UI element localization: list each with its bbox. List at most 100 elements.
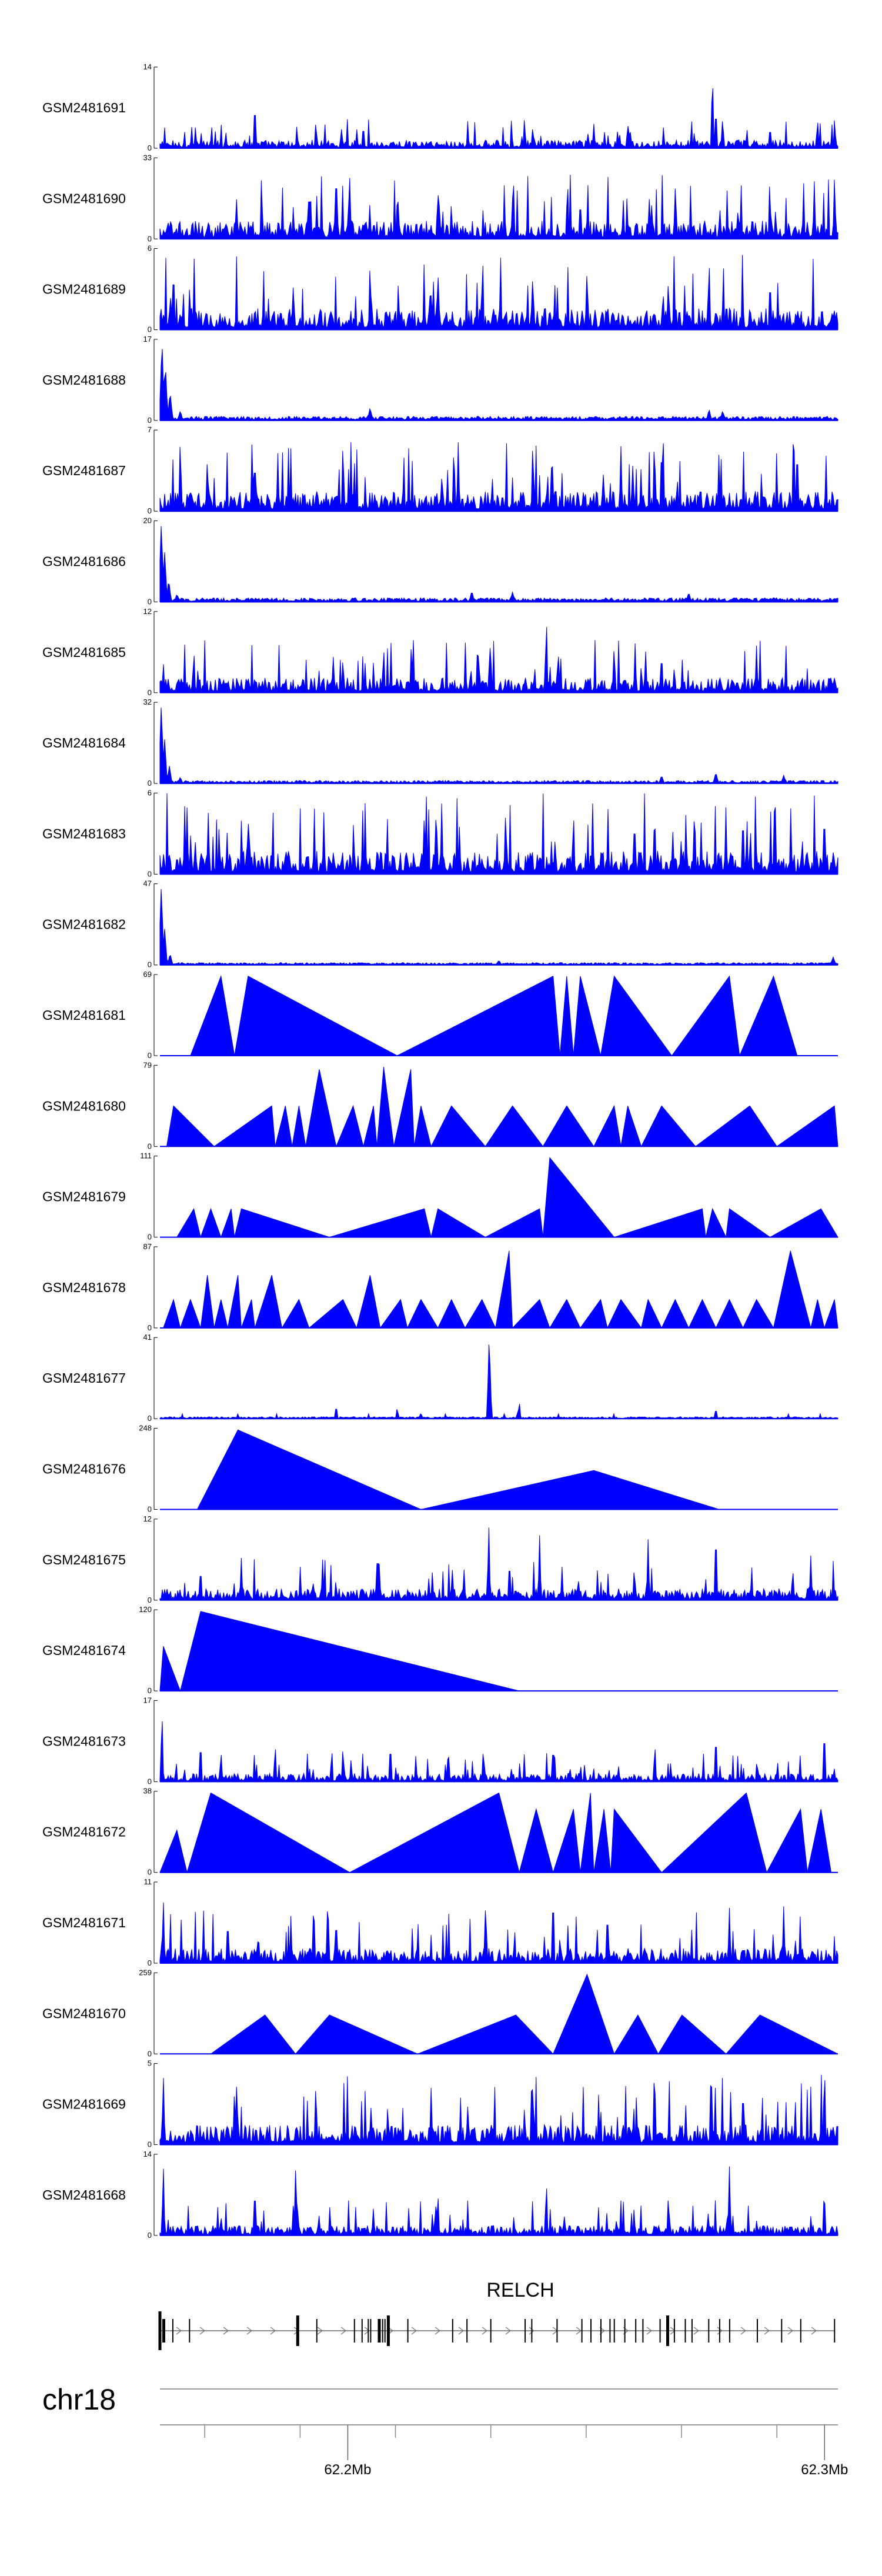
- track-ymin-label: 0: [148, 1233, 152, 1242]
- track-ymin-label: 0: [148, 506, 152, 515]
- track-ymin-label: 0: [148, 1596, 152, 1604]
- gene-exon: [382, 2319, 383, 2343]
- signal-area: [159, 708, 838, 784]
- track-label: GSM2481684: [42, 735, 126, 750]
- track-gsm2481672: GSM2481672 38 0: [42, 1787, 838, 1877]
- gene-exon: [407, 2319, 409, 2343]
- strand-arrow: [576, 2327, 582, 2335]
- track-label: GSM2481673: [42, 1733, 126, 1749]
- track-label: GSM2481680: [42, 1098, 126, 1113]
- track-ymax-label: 11: [144, 1877, 152, 1886]
- gene-exon: [162, 2319, 165, 2343]
- gene-exon: [189, 2319, 191, 2343]
- gene-exon: [370, 2319, 372, 2343]
- signal-area: [160, 975, 838, 1057]
- track-ymax-label: 12: [143, 1514, 152, 1523]
- signal-area: [159, 1611, 838, 1692]
- track-ymin-label: 0: [148, 2231, 152, 2240]
- track-label: GSM2481670: [42, 2006, 126, 2021]
- track-gsm2481680: GSM2481680 79 0: [42, 1060, 838, 1150]
- track-ymin-label: 0: [148, 1051, 152, 1060]
- track-ymax-label: 6: [148, 788, 152, 797]
- track-ymin-label: 0: [148, 869, 152, 878]
- genome-axis: 62.2Mb 62.3Mb: [160, 2424, 848, 2478]
- gene-exon: [729, 2319, 730, 2343]
- track-gsm2481684: GSM2481684 32 0: [42, 698, 838, 788]
- strand-arrow: [246, 2327, 253, 2335]
- gene-exon: [581, 2319, 583, 2343]
- track-ymax-label: 5: [148, 2059, 152, 2068]
- signal-area: [159, 2166, 838, 2236]
- track-ymax-label: 79: [143, 1060, 152, 1069]
- signal-area: [160, 1157, 838, 1239]
- track-ymax-label: 111: [140, 1152, 152, 1160]
- gene-exon: [609, 2319, 611, 2343]
- signal-area: [159, 793, 838, 875]
- signal-area: [159, 1527, 838, 1601]
- track-ymax-label: 17: [143, 335, 152, 343]
- signal-area: [159, 1902, 838, 1964]
- track-ymax-label: 7: [148, 425, 152, 434]
- track-ymax-label: 12: [143, 607, 152, 616]
- track-ymax-label: 14: [143, 62, 152, 71]
- track-ymin-label: 0: [148, 1958, 152, 1967]
- gene-exon: [624, 2319, 626, 2343]
- track-label: GSM2481675: [42, 1552, 126, 1567]
- strand-arrow: [223, 2327, 229, 2335]
- track-ymin-label: 0: [148, 598, 152, 606]
- strand-arrow: [717, 2327, 723, 2335]
- signal-area: [159, 88, 838, 149]
- gene-exon: [613, 2319, 615, 2343]
- track-label: GSM2481674: [42, 1643, 126, 1658]
- track-ymin-label: 0: [148, 1505, 152, 1514]
- strand-arrow: [670, 2327, 676, 2335]
- track-gsm2481677: GSM2481677 41 0: [42, 1333, 838, 1423]
- track-gsm2481691: GSM2481691 14 0: [42, 62, 838, 152]
- axis-tick-label: 62.2Mb: [324, 2462, 371, 2478]
- track-label: GSM2481681: [42, 1007, 126, 1023]
- gene-exon: [684, 2319, 686, 2343]
- gene-exon: [673, 2319, 675, 2343]
- strand-arrow: [458, 2327, 465, 2335]
- track-ymax-label: 259: [139, 1968, 152, 1977]
- track-label: GSM2481683: [42, 826, 126, 841]
- track-ymin-label: 0: [148, 1777, 152, 1786]
- gene-exon: [691, 2319, 693, 2343]
- gene-exon: [590, 2319, 592, 2343]
- signal-area: [160, 1067, 838, 1147]
- track-gsm2481683: GSM2481683 6 0: [42, 788, 838, 878]
- track-gsm2481676: GSM2481676 248 0: [42, 1424, 838, 1514]
- gene-exon: [781, 2319, 783, 2343]
- track-gsm2481687: GSM2481687 7 0: [42, 425, 838, 515]
- track-label: GSM2481668: [42, 2187, 126, 2203]
- track-gsm2481681: GSM2481681 69 0: [42, 970, 838, 1060]
- gene-exon: [377, 2319, 381, 2343]
- track-ymax-label: 17: [143, 1696, 152, 1704]
- track-label: GSM2481679: [42, 1189, 126, 1204]
- strand-arrow: [270, 2327, 276, 2335]
- signal-area: [159, 1792, 838, 1874]
- track-ymin-label: 0: [148, 325, 152, 334]
- gene-exon: [452, 2319, 453, 2343]
- signal-area: [160, 1250, 838, 1329]
- track-label: GSM2481678: [42, 1280, 126, 1295]
- strand-arrow: [482, 2327, 488, 2335]
- track-ymin-label: 0: [148, 1323, 152, 1332]
- track-ymin-label: 0: [148, 144, 152, 152]
- gene-exon: [158, 2311, 162, 2350]
- signal-area: [160, 1973, 838, 2055]
- track-label: GSM2481687: [42, 463, 126, 478]
- track-label: GSM2481671: [42, 1915, 126, 1930]
- strand-arrow: [340, 2327, 347, 2335]
- gene-name-relch: RELCH: [486, 2279, 554, 2301]
- signal-area: [159, 175, 838, 239]
- gene-exon: [600, 2319, 602, 2343]
- gene-exon: [524, 2319, 526, 2343]
- track-gsm2481688: GSM2481688 17 0: [42, 335, 838, 425]
- track-gsm2481669: GSM2481669 5 0: [42, 2059, 838, 2149]
- gene-exon: [466, 2319, 468, 2343]
- track-label: GSM2481682: [42, 917, 126, 932]
- track-label: GSM2481685: [42, 645, 126, 660]
- strand-arrow: [764, 2327, 770, 2335]
